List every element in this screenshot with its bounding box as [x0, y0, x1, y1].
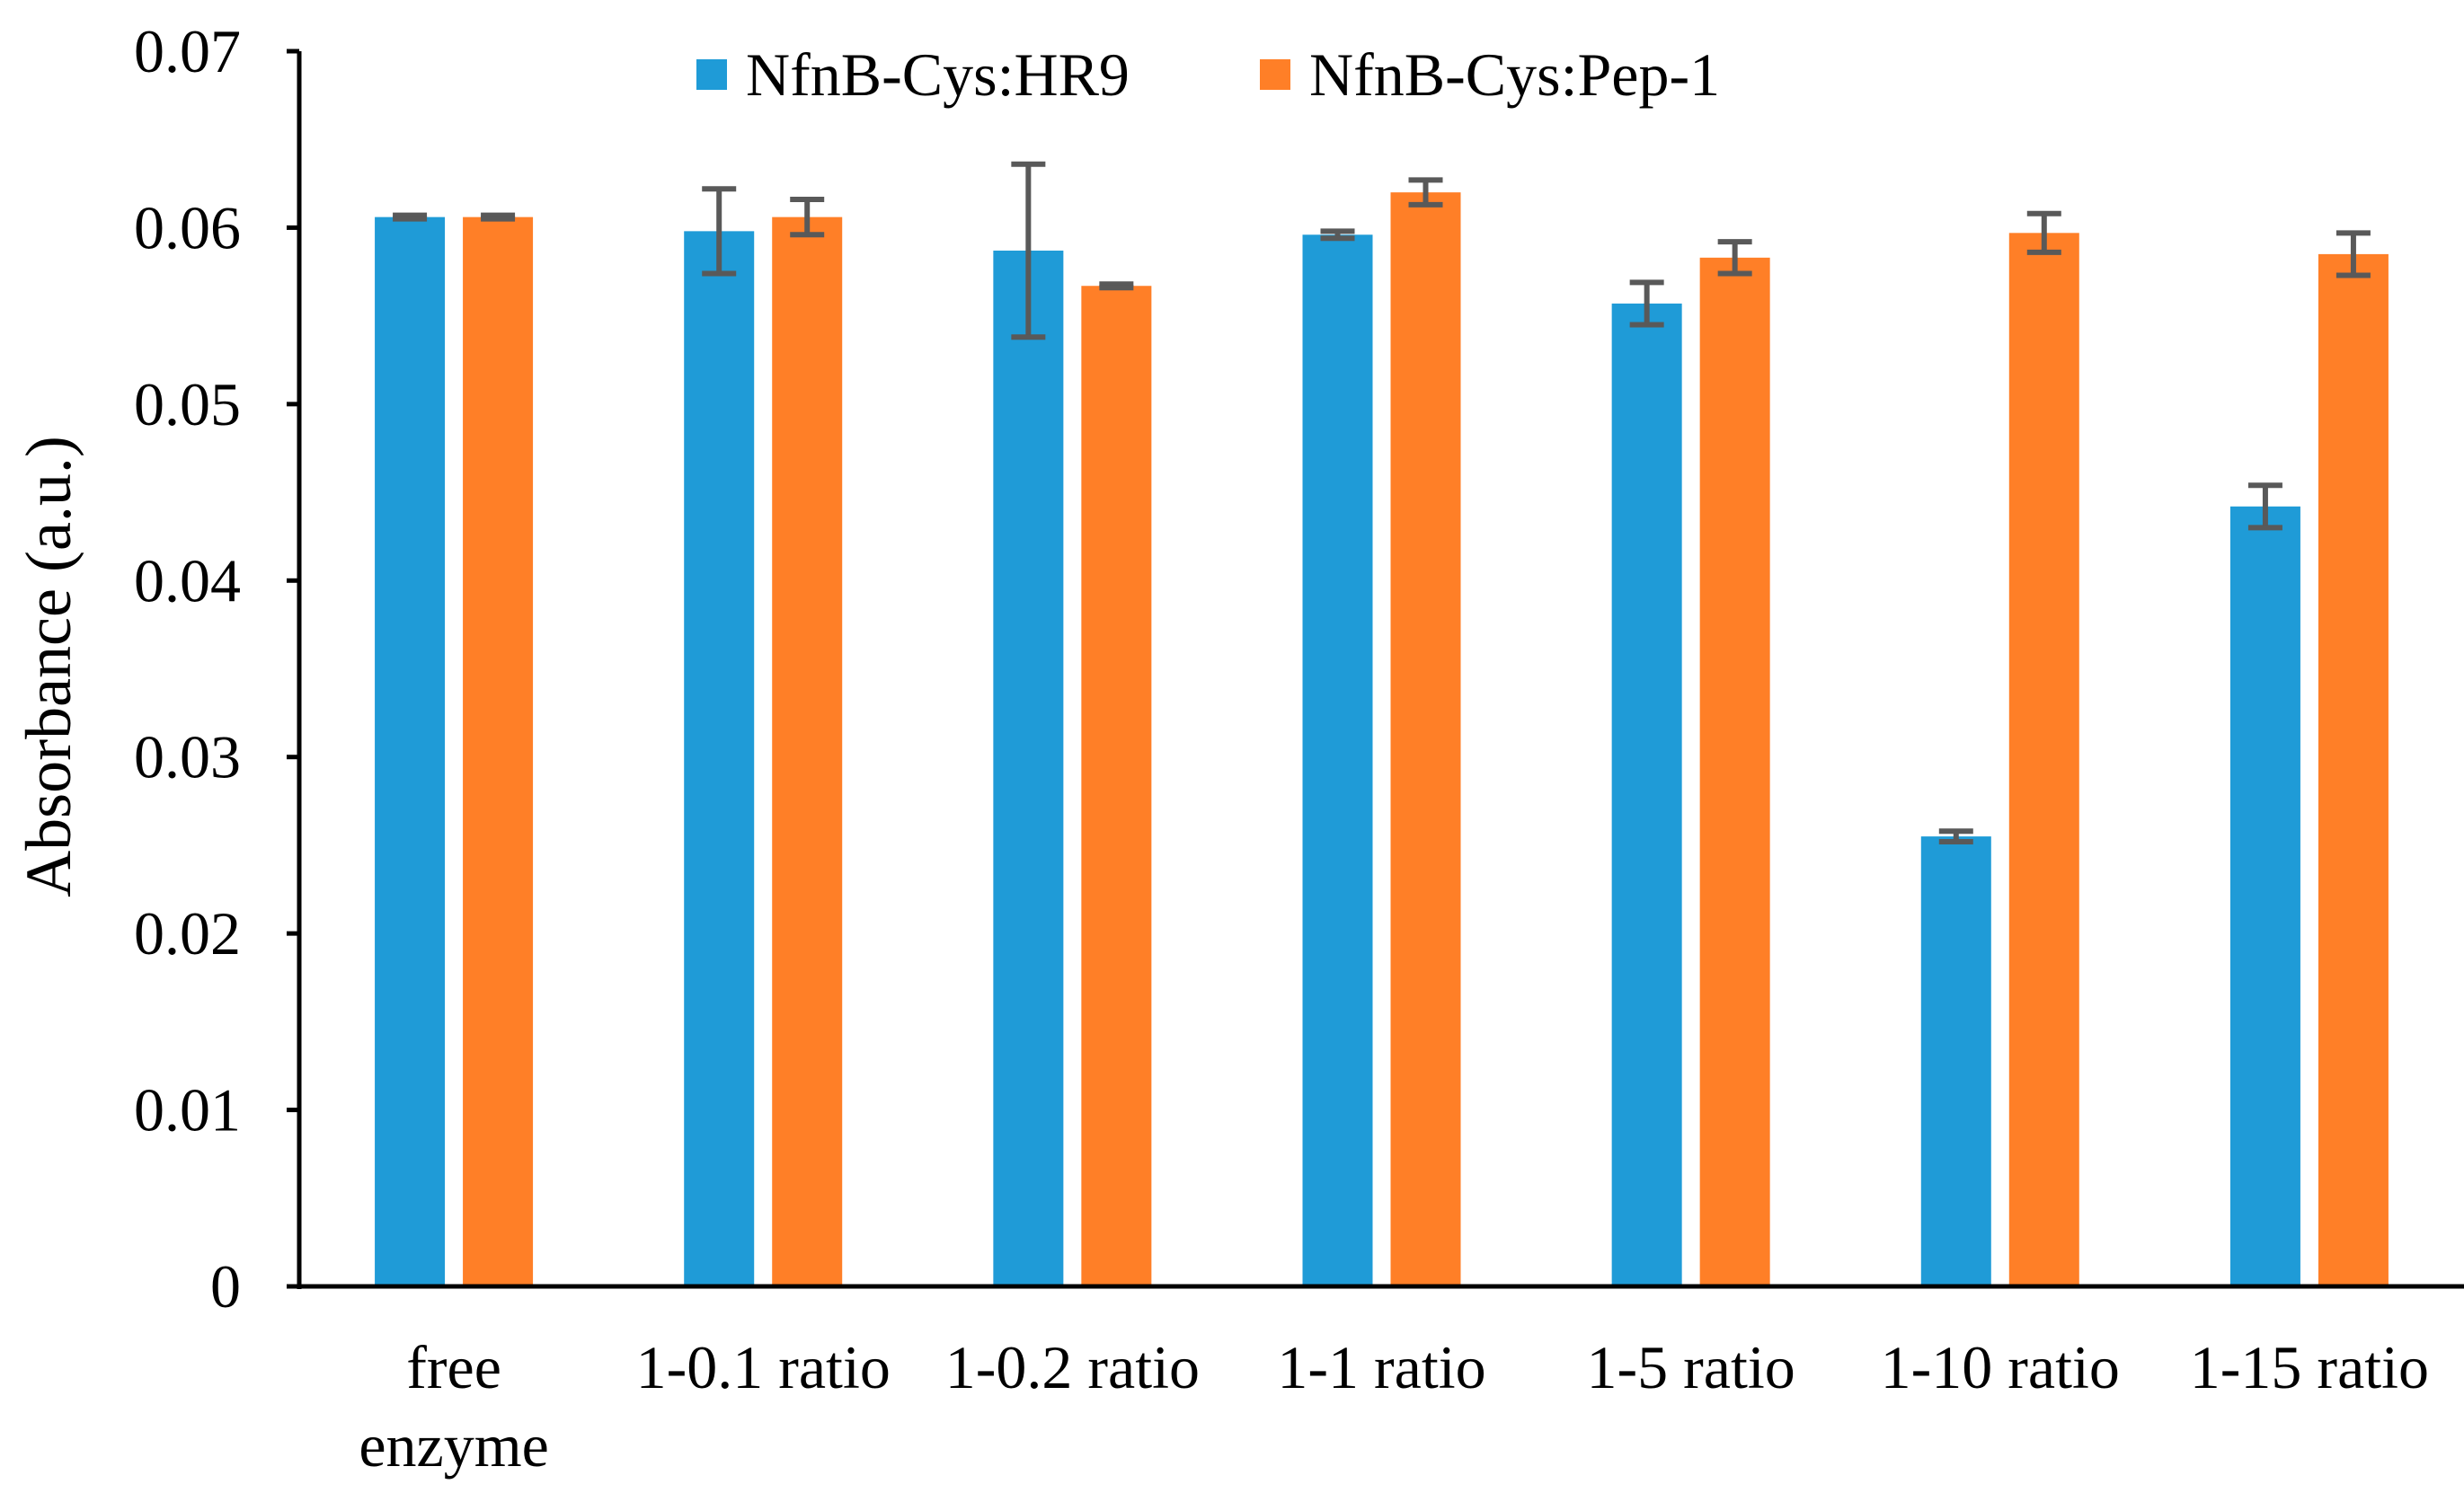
- bar-series1-cat5: [1611, 303, 1682, 1287]
- error-bar-series1-cat3: [1011, 161, 1046, 340]
- error-bars-layer: [393, 161, 2371, 844]
- error-bar-series1-cat2: [702, 186, 737, 277]
- x-category-label: 1-0.1 ratio: [636, 1333, 891, 1401]
- x-category-label: 1-15 ratio: [2190, 1333, 2429, 1401]
- error-bar-series1-cat7: [2247, 482, 2282, 531]
- x-category-label: 1-0.2 ratio: [945, 1333, 1200, 1401]
- y-tick-label: 0.05: [134, 370, 241, 438]
- error-bar-series2-cat5: [1717, 239, 1752, 277]
- error-bar-series2-cat4: [1408, 177, 1443, 208]
- y-tick-label: 0.02: [134, 899, 241, 967]
- x-category-label-line: free: [406, 1333, 501, 1401]
- y-tick-label: 0: [210, 1252, 241, 1321]
- bar-series1-cat3: [993, 250, 1064, 1286]
- bar-series1-cat2: [684, 231, 755, 1286]
- x-category-label-line: 1-0.2 ratio: [945, 1333, 1200, 1401]
- y-tick-label: 0.04: [134, 546, 241, 614]
- x-category-label-line: enzyme: [359, 1411, 548, 1480]
- y-tick-label: 0.07: [134, 17, 241, 85]
- error-bar-series1-cat1: [393, 212, 428, 222]
- x-category-labels: free enzyme 1-0.1 ratio 1-0.2 ratio 1-1 rati…: [359, 1333, 2429, 1480]
- y-tick-labels: 0 0.01 0.02 0.03 0.04 0.05 0.06 0.07: [134, 17, 241, 1321]
- x-category-label: 1-10 ratio: [1881, 1333, 2120, 1401]
- axes-layer: [287, 49, 2464, 1289]
- x-category-label: free enzyme: [359, 1333, 548, 1480]
- legend-swatch-series1: [696, 59, 727, 90]
- bar-series1-cat4: [1302, 234, 1373, 1287]
- legend: NfnB-Cys:HR9 NfnB-Cys:Pep-1: [696, 40, 1720, 109]
- error-bar-series2-cat6: [2026, 210, 2061, 255]
- error-bar-series2-cat1: [481, 212, 516, 222]
- legend-swatch-series2: [1260, 59, 1290, 90]
- bar-series1-cat1: [375, 216, 446, 1287]
- y-tick-label: 0.03: [134, 723, 241, 791]
- legend-label-series1: NfnB-Cys:HR9: [746, 40, 1130, 109]
- error-bar-series2-cat7: [2335, 230, 2371, 278]
- error-bar-series1-cat4: [1320, 228, 1355, 242]
- error-bar-series2-cat2: [790, 197, 825, 238]
- error-bar-series2-cat3: [1099, 281, 1134, 291]
- bar-series1-cat7: [2229, 506, 2300, 1286]
- error-bar-series1-cat6: [1938, 828, 1973, 844]
- bar-series1-cat6: [1920, 836, 1991, 1286]
- bar-series2-cat4: [1390, 192, 1461, 1287]
- y-axis-title: Absorbance (a.u.): [13, 436, 84, 897]
- x-category-label-line: 1-15 ratio: [2190, 1333, 2429, 1401]
- bar-series2-cat1: [463, 216, 534, 1287]
- bar-series2-cat7: [2318, 253, 2389, 1287]
- bars-layer: [375, 192, 2389, 1287]
- x-category-label: 1-5 ratio: [1587, 1333, 1795, 1401]
- y-tick-label: 0.01: [134, 1076, 241, 1144]
- x-category-label-line: 1-10 ratio: [1881, 1333, 2120, 1401]
- x-category-label-line: 1-0.1 ratio: [636, 1333, 891, 1401]
- bar-series2-cat6: [2008, 233, 2079, 1287]
- bar-series2-cat3: [1081, 286, 1152, 1286]
- error-bar-series1-cat5: [1629, 279, 1664, 328]
- legend-label-series2: NfnB-Cys:Pep-1: [1309, 40, 1720, 109]
- x-category-label-line: 1-5 ratio: [1587, 1333, 1795, 1401]
- bar-series2-cat2: [772, 216, 843, 1287]
- x-category-label-line: 1-1 ratio: [1277, 1333, 1485, 1401]
- bar-series2-cat5: [1699, 257, 1770, 1287]
- y-tick-label: 0.06: [134, 193, 241, 261]
- x-category-label: 1-1 ratio: [1277, 1333, 1485, 1401]
